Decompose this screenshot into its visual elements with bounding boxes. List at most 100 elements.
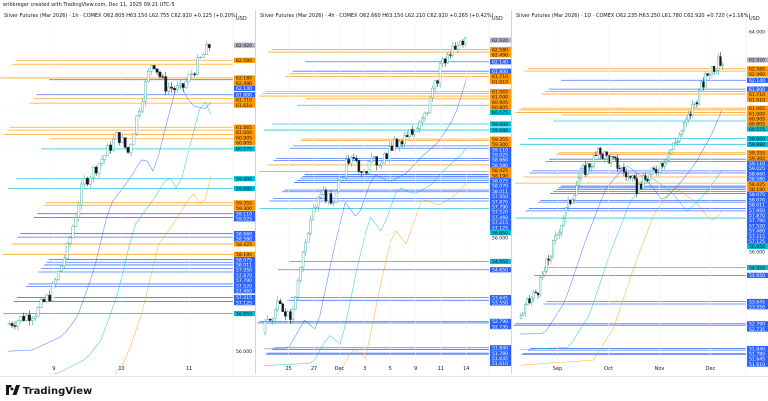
candle-body [698,89,701,105]
candle-body [519,315,522,319]
candle-body [526,298,529,305]
candle-body [590,166,593,168]
candle-body [670,149,673,154]
price-label: 62.490 [749,72,765,78]
candle-body [528,298,531,304]
price-tag-bg [747,155,768,161]
candle-body [383,153,386,164]
candle-body [657,172,660,174]
price-label: 53.645 [492,295,508,301]
moving-average-line [50,101,212,374]
candle-body [541,275,544,278]
candle-body [83,178,86,185]
candle-body [204,44,208,55]
price-label: 59.680 [749,142,765,148]
candle-body [155,68,159,73]
price-tag-bg [747,264,768,271]
price-axis[interactable]: USD62.92062.58062.49062.14061.80061.7106… [488,10,511,374]
candle-body [403,135,406,145]
chart-panel-1h[interactable]: Silver Futures (Mar 2026) · 1h · COMEX O… [0,10,256,374]
price-tag-bg [490,157,511,163]
candle-body [65,243,69,259]
time-tick-label: Dec [706,366,716,372]
price-label: 57.950 [236,268,252,274]
price-label: 59.900 [492,122,508,128]
price-tag-bg [747,165,768,171]
grid [0,65,233,319]
candle-body [539,277,542,296]
price-label: 56.850 [236,311,252,317]
candle-body [454,45,457,50]
chart-panel-1d[interactable]: Silver Futures (Mar 2026) · 1D · COMEX O… [512,10,768,374]
time-axis[interactable]: 25 27 Dec 3 5 9 11 14 [286,24,470,372]
price-axis[interactable]: USD64.00062.92062.58062.49062.14061.8006… [745,10,768,374]
price-tag-bg [234,262,255,268]
price-tag-bg [490,89,511,95]
candle-body [644,175,647,180]
price-label: 59.900 [236,177,252,183]
price-tag-bg [490,188,511,194]
price-tag-bg [490,219,511,225]
candle-body [314,207,317,209]
price-label: 54.650 [492,268,508,274]
price-label: 51.645 [749,357,765,363]
time-axis[interactable]: 9 10 11 [52,24,192,372]
currency-label: USD [236,16,247,22]
price-label: 59.680 [236,186,252,192]
time-tick-label: Nov [655,366,665,372]
chart-svg-1h[interactable]: USD62.92062.58062.18062.49062.14061.8006… [0,10,255,374]
price-label: 62.920 [236,43,252,49]
moving-average-line [263,146,468,366]
price-tag-bg [490,146,511,153]
price-tag-bg [747,121,768,127]
price-label: 58.660 [236,231,252,237]
price-tag-bg [490,109,511,116]
price-tag-bg [234,294,255,301]
price-tag-bg [747,238,768,244]
price-label: 57.125 [749,239,765,245]
price-label: 61.800 [492,69,508,75]
chart-svg-1d[interactable]: USD64.00062.92062.58062.49062.14061.8006… [512,10,768,374]
candle-body [367,161,371,174]
candle-body [431,87,434,99]
moving-average-line [519,110,723,335]
candle-body [428,97,432,114]
candle-body [717,56,720,71]
price-tag-bg [747,176,768,182]
price-tag-bg [747,202,768,208]
candle-body [306,233,310,243]
candle-body [132,133,136,145]
price-label: 57.125 [236,300,252,306]
tradingview-logo[interactable]: TradingView [6,384,92,397]
price-label: 54.650 [749,273,765,279]
panel-symbol: Silver Futures (Mar 2026) · 1D · COMEX [516,13,615,19]
candle-body [94,166,98,174]
price-tag-bg [747,181,768,187]
candle-body [45,294,49,302]
candle-body [141,101,144,112]
price-tag-bg [747,77,768,83]
candle-body [149,65,153,72]
candle-body [586,163,589,175]
time-axis[interactable]: Sep Oct Nov Dec [553,24,716,372]
time-tick-label: 11 [186,366,192,372]
candle-body [405,135,409,138]
price-label: 56.850 [492,231,508,237]
chart-svg-4h[interactable]: USD62.92062.58062.49062.14061.80061.7106… [256,10,511,374]
price-label: 57.125 [492,225,508,231]
candle-body [146,70,150,82]
candle-body [592,155,595,167]
price-label: 61.800 [749,87,765,93]
price-axis[interactable]: USD62.92062.58062.18062.49062.14061.8006… [232,10,255,374]
candle-body [719,56,722,66]
candle-body [175,85,179,90]
price-tag-bg [234,200,255,206]
candle-body [123,137,127,148]
chart-panel-4h[interactable]: Silver Futures (Mar 2026) · 4h · COMEX O… [256,10,512,374]
candle-body [609,156,613,164]
price-tag-bg [234,256,255,263]
price-tag-bg [490,224,511,231]
candle-body [36,307,40,317]
candle-body [357,160,361,172]
candle-body [350,157,353,164]
